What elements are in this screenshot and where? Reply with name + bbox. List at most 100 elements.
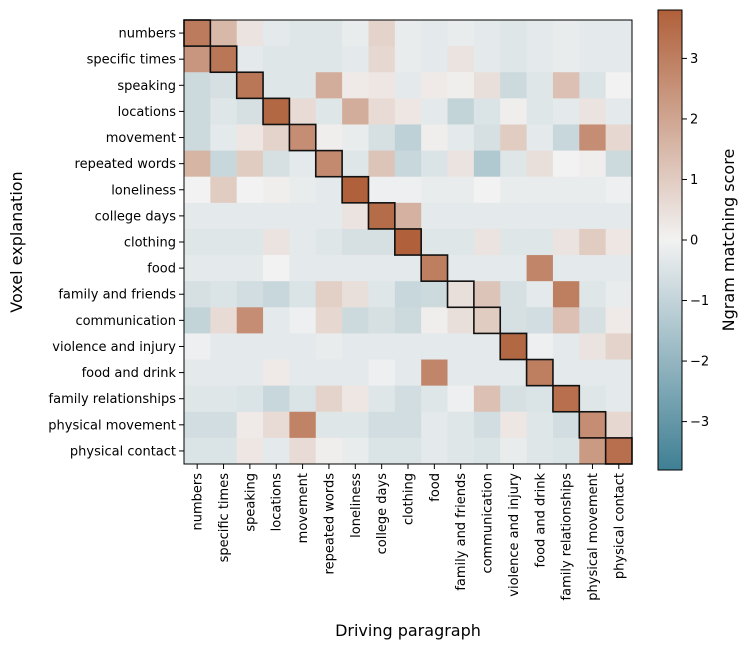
- heatmap-cell: [368, 411, 396, 439]
- heatmap-cell: [500, 281, 527, 308]
- heatmap-cell: [526, 437, 554, 465]
- y-tick-label: violence and injury: [52, 340, 176, 355]
- heatmap-cell: [368, 385, 396, 413]
- heatmap-cell: [236, 385, 264, 413]
- y-tick-label: physical contact: [70, 444, 176, 459]
- heatmap-cell: [315, 150, 343, 178]
- heatmap-cell: [579, 333, 607, 360]
- heatmap-cell: [289, 385, 317, 413]
- heatmap-cell: [184, 255, 211, 282]
- heatmap-cell: [605, 333, 633, 360]
- heatmap-cell: [552, 359, 580, 387]
- x-tick-label: physical contact: [612, 473, 627, 579]
- heatmap-cell: [500, 385, 527, 413]
- heatmap-cell: [236, 124, 264, 151]
- heatmap-cell: [342, 255, 369, 282]
- heatmap-cell: [263, 20, 290, 47]
- y-axis-title: Voxel explanation: [7, 171, 26, 312]
- heatmap-cell: [184, 307, 211, 334]
- heatmap-cell: [368, 176, 396, 204]
- heatmap-cell: [473, 281, 501, 308]
- heatmap-cell: [289, 202, 317, 230]
- heatmap-cell: [579, 20, 607, 47]
- heatmap-cell: [184, 437, 211, 465]
- heatmap-cell: [289, 255, 317, 282]
- heatmap-cell: [473, 411, 501, 439]
- heatmap-cell: [394, 20, 422, 47]
- diagonal-cell-outline: [446, 280, 475, 309]
- heatmap-cell: [579, 124, 607, 151]
- y-tick-label: communication: [75, 314, 176, 329]
- heatmap-cell: [289, 20, 317, 47]
- heatmap-cell: [184, 228, 211, 256]
- heatmap-cell: [236, 150, 264, 178]
- heatmap-cell: [526, 411, 554, 439]
- heatmap-cell: [236, 176, 264, 204]
- heatmap-cell: [368, 124, 396, 151]
- heatmap-cell: [315, 437, 343, 465]
- y-tick-label: family relationships: [49, 392, 177, 407]
- heatmap-cell: [526, 20, 554, 47]
- x-tick-label: family relationships: [560, 473, 575, 601]
- heatmap-cell: [447, 98, 475, 125]
- heatmap-cell: [236, 98, 264, 125]
- heatmap-cell: [289, 411, 317, 439]
- heatmap-cell: [473, 72, 501, 99]
- heatmap-cell: [500, 437, 527, 465]
- heatmap-cell: [605, 202, 633, 230]
- heatmap-cell: [210, 385, 238, 413]
- heatmap-cell: [342, 72, 369, 99]
- y-tick-label: college days: [95, 209, 177, 224]
- heatmap-cell: [394, 359, 422, 387]
- heatmap-cell: [473, 228, 501, 256]
- heatmap-cell: [394, 333, 422, 360]
- heatmap-cell: [315, 307, 343, 334]
- heatmap-cell: [605, 20, 633, 47]
- heatmap-cell: [500, 333, 527, 360]
- heatmap-cell: [473, 255, 501, 282]
- heatmap-cell: [552, 437, 580, 465]
- heatmap-cell: [263, 255, 290, 282]
- heatmap-cell: [368, 46, 396, 73]
- colorbar-label: Ngram matching score: [719, 149, 738, 332]
- heatmap-cell: [263, 359, 290, 387]
- heatmap-cell: [526, 124, 554, 151]
- heatmap-cell: [447, 176, 475, 204]
- y-tick-label: specific times: [87, 53, 177, 68]
- heatmap-cell: [289, 359, 317, 387]
- heatmap-cell: [605, 359, 633, 387]
- heatmap-cell: [579, 385, 607, 413]
- x-tick-label: clothing: [402, 473, 417, 525]
- heatmap-cell: [315, 72, 343, 99]
- x-tick-label: movement: [296, 473, 311, 543]
- heatmap-cell: [447, 150, 475, 178]
- heatmap-cell: [605, 176, 633, 204]
- heatmap-cell: [315, 333, 343, 360]
- heatmap-cell: [236, 20, 264, 47]
- x-tick-label: numbers: [191, 473, 206, 531]
- heatmap-cell: [184, 98, 211, 125]
- heatmap-cell: [394, 124, 422, 151]
- heatmap-cell: [263, 150, 290, 178]
- x-tick-label: college days: [375, 473, 390, 555]
- heatmap-cell: [289, 98, 317, 125]
- heatmap-cell: [184, 202, 211, 230]
- heatmap-cell: [236, 411, 264, 439]
- heatmap-cell: [368, 437, 396, 465]
- diagonal-cell-outline: [288, 123, 317, 152]
- diagonal-cell-outline: [209, 45, 238, 74]
- heatmap-cell: [552, 72, 580, 99]
- diagonal-cell-outline: [262, 97, 291, 126]
- heatmap-cell: [579, 202, 607, 230]
- y-tick-label: family and friends: [58, 288, 176, 303]
- heatmap-cell: [289, 46, 317, 73]
- heatmap-cell: [579, 307, 607, 334]
- heatmap-cell: [315, 359, 343, 387]
- heatmap-cell: [473, 176, 501, 204]
- heatmap-cell: [605, 281, 633, 308]
- diagonal-cell-outline: [420, 254, 449, 282]
- heatmap-cell: [368, 333, 396, 360]
- heatmap-cell: [394, 150, 422, 178]
- heatmap-cell: [263, 307, 290, 334]
